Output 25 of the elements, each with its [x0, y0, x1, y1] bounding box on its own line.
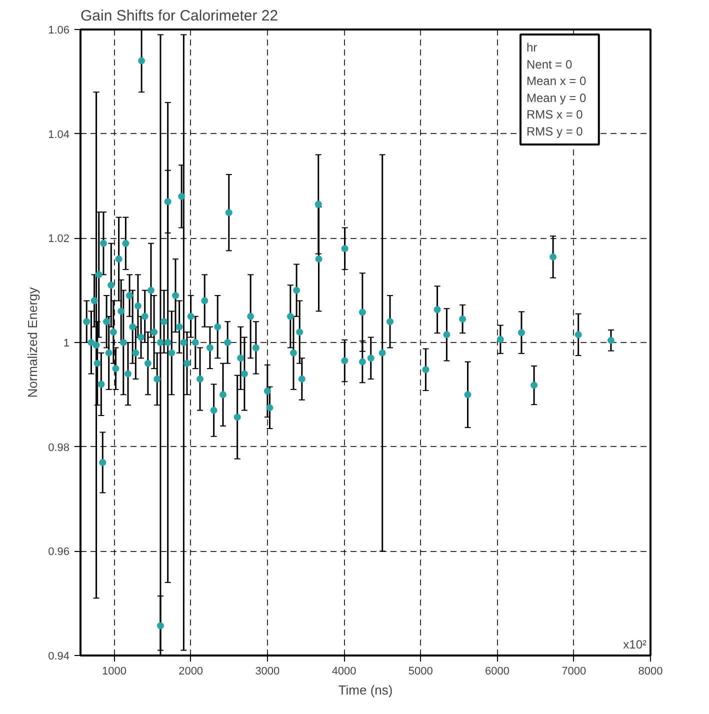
y-tick-label: 1	[63, 338, 70, 350]
annotation: Mean y = 0	[526, 90, 587, 105]
y-tick-label: 1.04	[48, 128, 70, 141]
x-axis-title: Time (ns)	[338, 682, 393, 698]
y-axis-title: Normalized Energy	[25, 286, 40, 398]
x-tick-label: 6000	[485, 666, 510, 678]
y-tick-label: 1.02	[48, 233, 70, 246]
x-tick-label: 5000	[408, 666, 433, 678]
x-tick-label: 1000	[102, 666, 126, 678]
annotation: Nent = 0	[526, 57, 573, 72]
annotation: x10²	[623, 638, 647, 652]
x-tick-label: 3000	[255, 666, 280, 678]
y-tick-label: 0.94	[48, 650, 70, 662]
y-tick-label: 1.06	[48, 24, 70, 36]
annotation: RMS x = 0	[526, 108, 584, 122]
annotation: RMS y = 0	[526, 124, 584, 138]
chart-title: Gain Shifts for Calorimeter 22	[80, 8, 278, 24]
x-tick-label: 4000	[332, 666, 356, 678]
x-tick-label: 7000	[562, 666, 586, 678]
x-tick-label: 8000	[638, 666, 663, 678]
y-tick-label: 0.98	[48, 442, 70, 454]
annotation: Mean x = 0	[526, 74, 587, 88]
x-tick-label: 2000	[178, 666, 204, 678]
annotation: hr	[526, 40, 538, 54]
y-tick-label: 0.96	[48, 546, 70, 558]
